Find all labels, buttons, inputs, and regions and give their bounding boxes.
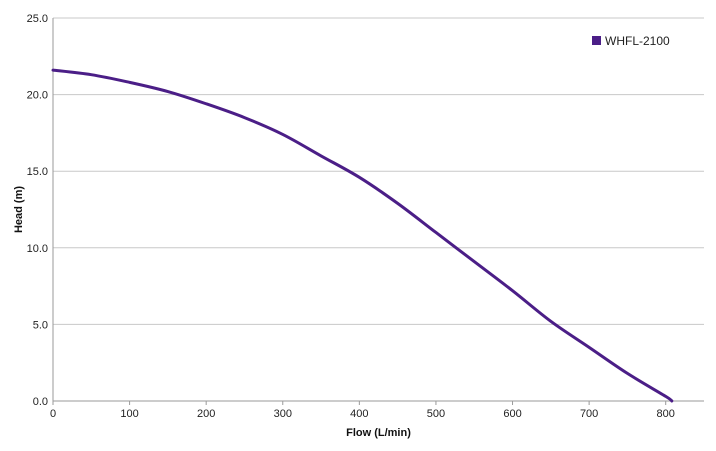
legend-label-whfl-2100: WHFL-2100 — [605, 34, 670, 48]
series-layer — [51, 68, 674, 403]
x-tick-label-700: 700 — [580, 408, 598, 420]
legend-swatch-whfl-2100 — [592, 36, 601, 45]
y-tick-label-10-0: 10.0 — [27, 243, 48, 255]
x-tick-label-100: 100 — [120, 408, 138, 420]
x-tick-label-500: 500 — [427, 408, 445, 420]
x-tick-label-400: 400 — [350, 408, 368, 420]
axis-layer: 0.0 5.0 10.0 15.0 20.0 25.0 0 100 200 300 400 500 60… — [27, 13, 704, 420]
y-tick-label-5-0: 5.0 — [33, 319, 48, 331]
y-tick-label-20-0: 20.0 — [27, 90, 48, 102]
x-tick-label-800: 800 — [657, 408, 675, 420]
y-tick-label-0-0: 0.0 — [33, 396, 48, 408]
y-tick-label-15-0: 15.0 — [27, 166, 48, 178]
x-axis-title: Flow (L/min) — [346, 427, 411, 439]
grid-layer — [53, 17, 704, 325]
x-tick-label-200: 200 — [197, 408, 215, 420]
y-tick-label-25-0: 25.0 — [27, 13, 48, 25]
x-tick-label-300: 300 — [274, 408, 292, 420]
legend: WHFL-2100 — [592, 34, 670, 48]
x-tick-label-600: 600 — [503, 408, 521, 420]
series-line-whfl-2100 — [51, 68, 674, 403]
y-axis-title: Head (m) — [13, 186, 25, 233]
x-tick-label-0: 0 — [50, 408, 56, 420]
